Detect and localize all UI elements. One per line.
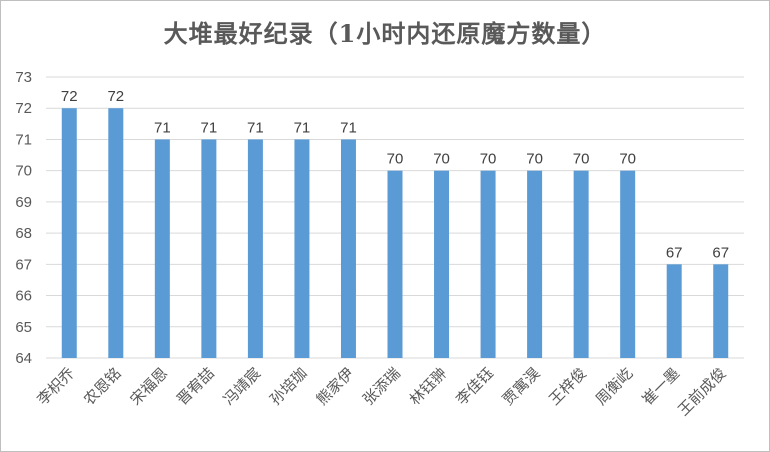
- bar: [620, 170, 636, 358]
- chart-title: 大堆最好纪录（1小时内还原魔方数量）: [163, 19, 607, 48]
- data-label: 71: [294, 119, 311, 136]
- data-label: 71: [247, 119, 264, 136]
- bar: [434, 170, 450, 358]
- bar: [387, 170, 403, 358]
- x-tick-label: 张添瑞: [359, 364, 404, 409]
- x-tick-label: 孙培珈: [266, 364, 311, 409]
- bar: [573, 170, 589, 358]
- x-tick-label: 王前成俊: [674, 364, 729, 419]
- data-label: 70: [387, 151, 404, 168]
- x-tick-label: 李佳钰: [452, 364, 497, 409]
- x-tick-label: 李枳乔: [34, 364, 79, 409]
- data-label: 67: [712, 244, 729, 261]
- x-tick-label: 崔一墨: [638, 364, 683, 409]
- x-tick-label: 林钰翀: [406, 364, 451, 409]
- y-tick-label: 68: [15, 225, 32, 242]
- data-label: 72: [107, 88, 124, 105]
- y-tick-label: 69: [15, 194, 32, 211]
- bar: [61, 108, 77, 358]
- data-label: 71: [340, 119, 357, 136]
- x-tick-label: 熊家伊: [313, 364, 358, 409]
- x-tick-label: 农恩铭: [80, 364, 125, 409]
- bar: [480, 170, 496, 358]
- data-label: 71: [154, 119, 171, 136]
- x-tick-label: 周衡屹: [592, 364, 637, 409]
- bar: [154, 139, 170, 358]
- y-tick-label: 64: [15, 350, 32, 367]
- x-tick-label: 宋福恩: [127, 364, 172, 409]
- data-label: 70: [573, 151, 590, 168]
- data-label: 70: [619, 151, 636, 168]
- y-tick-label: 73: [15, 69, 32, 86]
- bar: [294, 139, 310, 358]
- data-label: 67: [666, 244, 683, 261]
- data-label: 70: [526, 151, 543, 168]
- data-label: 71: [201, 119, 218, 136]
- bar: [247, 139, 263, 358]
- y-tick-label: 71: [15, 131, 32, 148]
- data-label: 70: [480, 151, 497, 168]
- y-tick-label: 67: [15, 256, 32, 273]
- x-tick-label: 王梓俊: [545, 364, 590, 409]
- x-tick-label: 贾寓淏: [499, 364, 544, 409]
- y-tick-label: 72: [15, 100, 32, 117]
- data-label: 72: [61, 88, 78, 105]
- bar: [713, 264, 729, 358]
- bar: [527, 170, 543, 358]
- bar: [340, 139, 356, 358]
- x-tick-label: 冯靖宸: [220, 364, 265, 409]
- y-tick-label: 70: [15, 163, 32, 180]
- bar: [666, 264, 682, 358]
- bar: [108, 108, 124, 358]
- bar: [201, 139, 217, 358]
- x-tick-label: 晋宥喆: [173, 364, 218, 409]
- data-label: 70: [433, 151, 450, 168]
- y-tick-label: 65: [15, 319, 32, 336]
- y-tick-label: 66: [15, 288, 32, 305]
